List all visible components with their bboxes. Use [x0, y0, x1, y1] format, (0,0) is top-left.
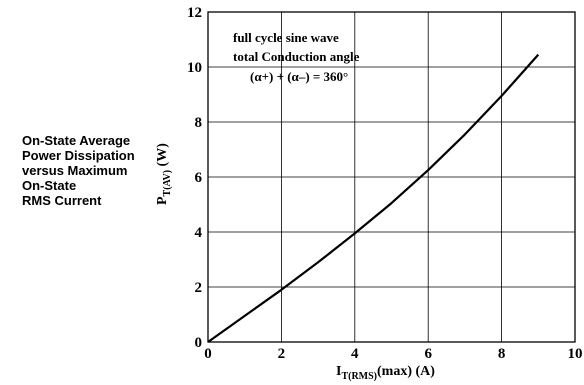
- y-tick-labels: 0 2 4 6 8 10 12: [187, 5, 203, 351]
- annotation-line-1: full cycle sine wave: [233, 30, 339, 45]
- series-line: [207, 53, 540, 343]
- plot-frame: [207, 11, 576, 343]
- x-tick-label: 2: [278, 346, 286, 362]
- y-tick-label: 12: [187, 5, 202, 21]
- annotation-line-2: total Conduction angle: [233, 49, 360, 64]
- y-tick-label: 0: [195, 335, 203, 351]
- caption-line: Power Dissipation: [22, 148, 135, 163]
- y-tick-label: 6: [195, 170, 203, 186]
- x-tick-label: 10: [568, 346, 583, 362]
- chart-caption: On-State Average Power Dissipation versu…: [22, 133, 162, 208]
- caption-line: RMS Current: [22, 193, 102, 208]
- annotation-line-3: (α+) + (α–) = 360°: [250, 69, 348, 84]
- y-axis-label: PT(AV) (W): [155, 143, 173, 205]
- y-tick-label: 2: [195, 280, 203, 296]
- annotation: full cycle sine wave total Conduction an…: [233, 30, 360, 84]
- y-tick-label: 4: [195, 225, 203, 241]
- x-tick-label: 6: [424, 346, 432, 362]
- x-tick-label: 8: [498, 346, 506, 362]
- caption-line: On-State Average: [22, 133, 131, 148]
- caption-line: On-State: [22, 178, 77, 193]
- y-tick-label: 10: [187, 60, 202, 76]
- x-tick-label: 0: [204, 346, 212, 362]
- caption-line: versus Maximum: [22, 163, 128, 178]
- y-tick-label: 8: [195, 115, 203, 131]
- x-axis-label: IT(RMS)(max) (A): [336, 364, 435, 382]
- x-tick-labels: 0 2 4 6 8 10: [204, 346, 582, 362]
- x-tick-label: 4: [351, 346, 359, 362]
